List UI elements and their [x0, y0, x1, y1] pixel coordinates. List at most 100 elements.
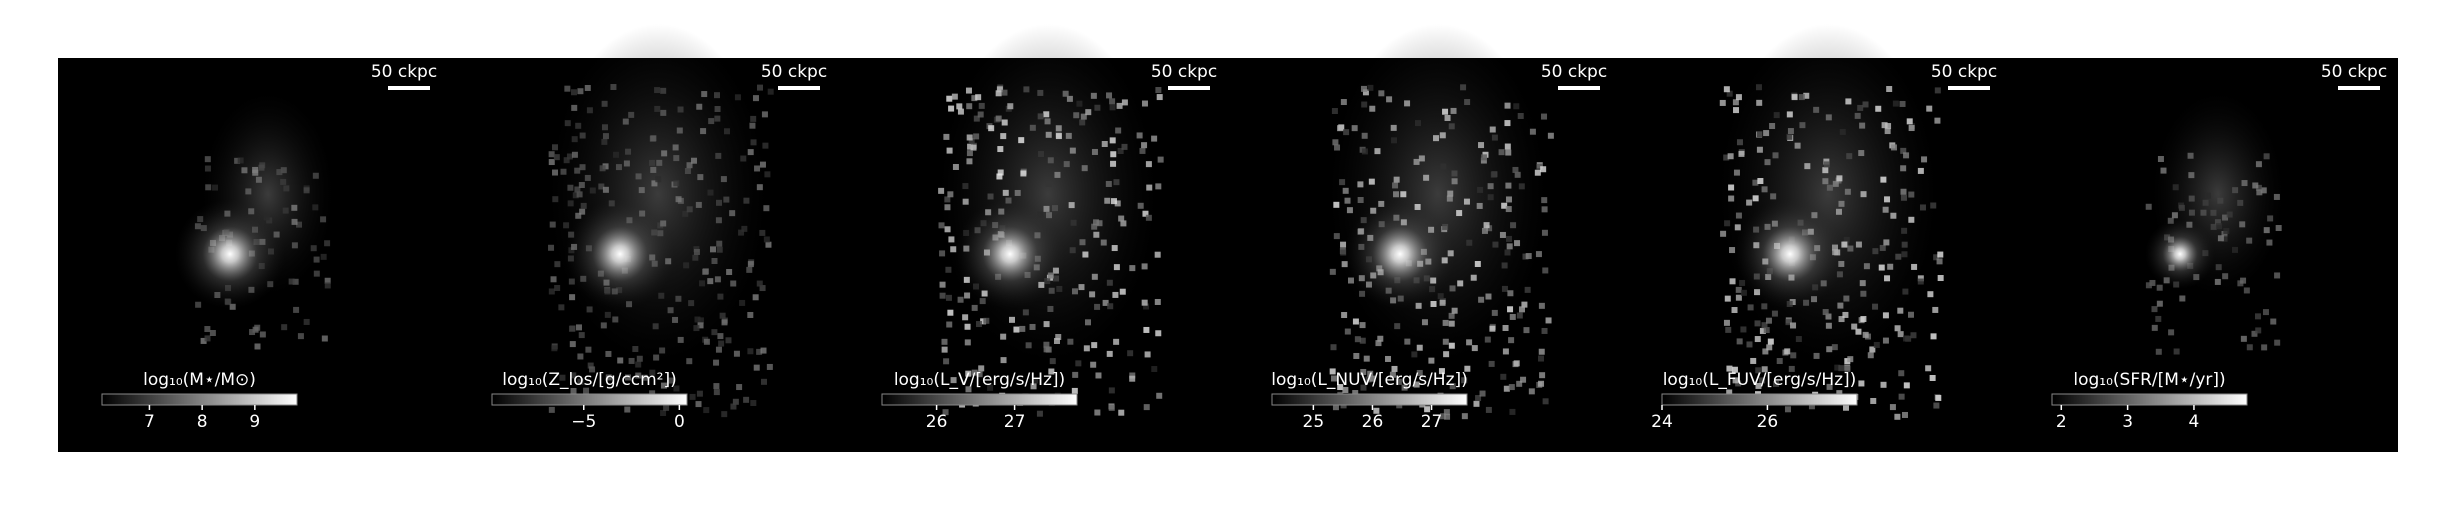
pixel [569, 325, 576, 332]
pixel [2188, 209, 2195, 216]
galaxy-halo [1328, 24, 1548, 364]
pixel [1516, 380, 1523, 387]
pixel [2171, 212, 2178, 219]
pixel [1002, 189, 1009, 196]
pixel [1155, 87, 1162, 94]
pixel [204, 326, 211, 333]
colorbar-tick-label: 2 [2056, 412, 2067, 432]
galaxy-core [1735, 199, 1845, 309]
pixel [613, 151, 620, 158]
pixel [980, 318, 987, 325]
pixel [1854, 112, 1861, 119]
pixel [1878, 264, 1885, 271]
pixel [1014, 189, 1021, 196]
pixel [1862, 101, 1869, 108]
pixel [743, 197, 750, 204]
pixel [1019, 325, 1026, 332]
pixel [1487, 194, 1494, 201]
pixel [1834, 364, 1841, 371]
pixel [649, 369, 656, 376]
pixel [1505, 235, 1512, 242]
pixel [693, 325, 700, 332]
pixel [1442, 319, 1449, 326]
pixel [1903, 152, 1910, 159]
pixel [320, 253, 327, 260]
pixel [1927, 291, 1934, 298]
pixel [1106, 279, 1113, 286]
pixel [759, 161, 766, 168]
pixel [756, 348, 763, 355]
pixel [713, 389, 720, 396]
colorbar-label: log₁₀(Z_los/[g/ccm²]) [502, 370, 677, 390]
pixel [746, 266, 753, 273]
pixel [1390, 124, 1397, 131]
pixel [569, 294, 576, 301]
pixel [297, 333, 304, 340]
pixel [713, 92, 720, 99]
pixel [720, 176, 727, 183]
pixel [1488, 360, 1495, 367]
pixel [1518, 306, 1525, 313]
pixel [1451, 178, 1458, 185]
pixel [1883, 239, 1890, 246]
pixel [1045, 180, 1052, 187]
pixel [1832, 180, 1839, 187]
pixel [1466, 239, 1473, 246]
pixel [2255, 313, 2262, 320]
pixel [576, 191, 583, 198]
pixel [280, 178, 287, 185]
pixel [1505, 196, 1512, 203]
pixel [1538, 302, 1545, 309]
pixel [1908, 125, 1915, 132]
pixel [1127, 350, 1134, 357]
pixel [1539, 372, 1546, 379]
pixel [584, 84, 591, 91]
pixel [313, 256, 320, 263]
colorbar [491, 393, 688, 406]
pixel [1723, 319, 1730, 326]
pixel [1110, 198, 1117, 205]
pixel [1129, 372, 1136, 379]
pixel [558, 304, 565, 311]
pixel [1156, 94, 1163, 101]
pixel [1365, 376, 1372, 383]
pixel [749, 122, 756, 129]
pixel [1851, 323, 1858, 330]
pixel [1090, 361, 1097, 368]
pixel [601, 138, 608, 145]
pixel [988, 125, 995, 132]
scalebar-label: 50 ckpc [1541, 62, 1607, 82]
pixel [995, 90, 1002, 97]
colorbar [881, 393, 1078, 406]
pixel [2251, 330, 2258, 337]
pixel [1502, 324, 1509, 331]
pixel [714, 276, 721, 283]
pixel [1732, 99, 1739, 106]
pixel [944, 226, 951, 233]
pixel [259, 331, 266, 338]
pixel [1053, 337, 1060, 344]
pixel [1869, 346, 1876, 353]
pixel [2204, 192, 2211, 199]
pixel [1080, 113, 1087, 120]
pixel [1474, 261, 1481, 268]
pixel [291, 218, 298, 225]
pixel [766, 363, 773, 370]
pixel [1934, 117, 1941, 124]
pixel [2149, 279, 2156, 286]
pixel [973, 115, 980, 122]
pixel [575, 324, 582, 331]
pixel [602, 186, 609, 193]
pixel [1342, 386, 1349, 393]
pixel [1067, 338, 1074, 345]
pixel [1118, 215, 1125, 222]
pixel [1908, 191, 1915, 198]
pixel [1845, 98, 1852, 105]
pixel [1754, 336, 1761, 343]
pixel [200, 337, 207, 344]
pixel [1501, 285, 1508, 292]
pixel [1106, 92, 1113, 99]
panel: 50 ckpc log₁₀(SFR/[M⋆/yr]) 2 3 4 [2008, 58, 2398, 452]
pixel [1030, 383, 1037, 390]
pixel [2226, 211, 2233, 218]
